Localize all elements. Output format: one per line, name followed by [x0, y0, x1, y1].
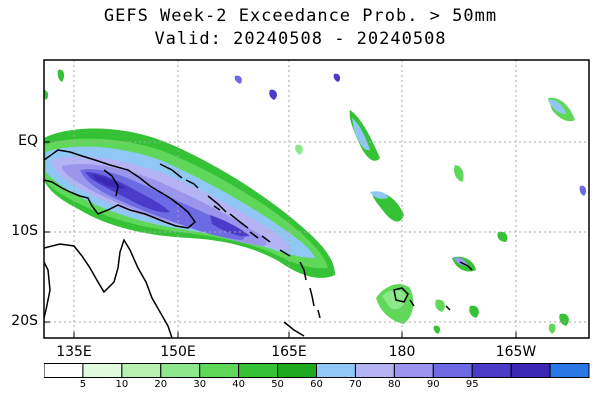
coast-vanuatu [299, 261, 321, 319]
chart-title: GEFS Week-2 Exceedance Prob. > 50mm [103, 6, 498, 26]
coast-solomons [207, 195, 291, 257]
coast-islands-a [185, 179, 221, 211]
color-legend [44, 363, 590, 378]
coast-new-caledonia [283, 321, 305, 337]
map-frame [43, 59, 590, 339]
coast-fiji [393, 287, 409, 303]
map-gridlines [44, 60, 589, 338]
prob-region-s1 [435, 299, 445, 312]
legend-swatch [393, 363, 434, 378]
x-tick-label: 165W [495, 344, 537, 360]
prob-region-s2 [469, 305, 479, 318]
coast-australia-west [44, 261, 51, 319]
prob-region-e12 [579, 185, 587, 196]
prob-region-e5 [295, 144, 303, 155]
legend-label: 70 [349, 379, 362, 390]
x-tick-label: 150E [160, 344, 196, 360]
prob-region-e11 [333, 73, 341, 82]
y-tick-label: EQ [18, 133, 38, 149]
prob-region-s4 [548, 323, 556, 334]
legend-label: 40 [232, 379, 245, 390]
probability-field [44, 69, 587, 334]
prob-region-e8 [57, 69, 65, 82]
x-tick-label: 135E [56, 344, 92, 360]
legend-label: 5 [79, 379, 87, 390]
prob-region-e4 [453, 165, 464, 182]
legend-swatch [471, 363, 512, 378]
legend-label: 80 [387, 379, 401, 390]
prob-region-e7 [44, 90, 49, 100]
x-tick-label: 165E [271, 344, 307, 360]
legend-label: 30 [193, 379, 207, 390]
prob-region-fiji-light [382, 290, 406, 310]
legend-label: 10 [115, 379, 129, 390]
y-tick-label: 20S [11, 313, 38, 329]
coastlines [44, 149, 473, 338]
legend-swatch [549, 363, 590, 378]
prob-region-e2-green [372, 191, 404, 222]
coast-fiji-b [409, 299, 415, 307]
coast-australia [44, 238, 173, 338]
prob-region-e9 [234, 75, 242, 84]
legend-swatch [44, 363, 84, 378]
legend-label: 20 [154, 379, 168, 390]
prob-region-e3-blue [548, 99, 566, 114]
prob-region-s5 [433, 325, 441, 334]
prob-region-eq-green [349, 110, 380, 161]
legend-swatch [316, 363, 356, 378]
prob-region-e6 [497, 231, 508, 242]
legend-label: 60 [310, 379, 323, 390]
y-tick-label: 10S [11, 223, 38, 239]
legend-swatch [238, 363, 279, 378]
prob-region-e2-blue [370, 191, 388, 199]
legend-swatch [121, 363, 162, 378]
legend-swatch [160, 363, 201, 378]
coast-new-guinea [44, 149, 197, 229]
chart-subtitle: Valid: 20240508 - 20240508 [154, 29, 447, 49]
legend-label: 95 [465, 379, 479, 390]
legend-label: 90 [426, 379, 440, 390]
prob-region-indigo-2 [210, 215, 250, 237]
axis-ticks [44, 141, 517, 338]
x-tick-label: 180 [388, 344, 416, 360]
coast-bismarck [159, 163, 183, 179]
legend-swatch [510, 363, 551, 378]
legend-swatch [277, 363, 318, 378]
coast-small-2 [103, 169, 119, 197]
legend-swatch [432, 363, 473, 378]
prob-region-s3 [559, 313, 569, 326]
legend-swatch [199, 363, 240, 378]
prob-region-e10 [269, 89, 277, 100]
legend-swatch [82, 363, 123, 378]
coast-small-1 [445, 305, 451, 311]
legend-label: 50 [271, 379, 284, 390]
coast-samoa [459, 261, 473, 271]
legend-swatch [354, 363, 395, 378]
